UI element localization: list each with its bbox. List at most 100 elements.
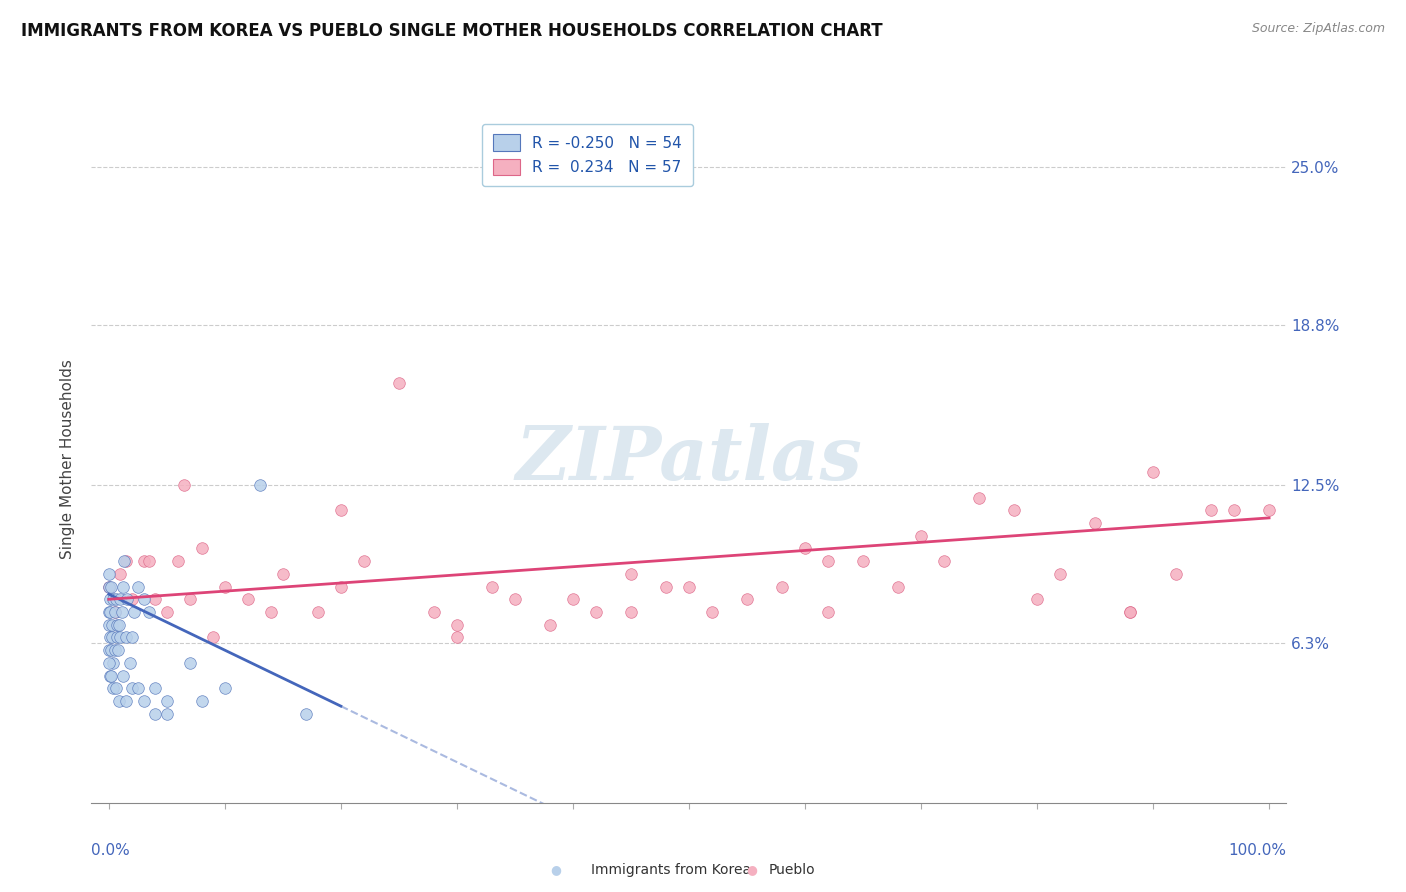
Point bbox=[307, 605, 329, 619]
Point bbox=[124, 605, 146, 619]
Point bbox=[1084, 516, 1107, 530]
Point bbox=[97, 580, 120, 594]
Point bbox=[702, 605, 724, 619]
Point bbox=[111, 668, 134, 682]
Point bbox=[446, 617, 468, 632]
Point bbox=[103, 681, 125, 696]
Y-axis label: Single Mother Households: Single Mother Households bbox=[60, 359, 76, 559]
Point bbox=[110, 566, 132, 581]
Point bbox=[100, 643, 122, 657]
Point bbox=[156, 694, 179, 708]
Point bbox=[104, 605, 127, 619]
Point bbox=[111, 580, 134, 594]
Point bbox=[329, 580, 352, 594]
Point bbox=[179, 656, 201, 670]
Point bbox=[1119, 605, 1142, 619]
Point bbox=[271, 566, 294, 581]
Point bbox=[156, 605, 179, 619]
Point bbox=[202, 631, 225, 645]
Point bbox=[132, 554, 155, 568]
Point bbox=[101, 617, 124, 632]
Point bbox=[295, 706, 318, 721]
Point bbox=[735, 592, 758, 607]
Point bbox=[260, 605, 283, 619]
Point bbox=[852, 554, 875, 568]
Point bbox=[115, 631, 138, 645]
Point bbox=[104, 643, 127, 657]
Point bbox=[138, 605, 160, 619]
Point bbox=[98, 592, 121, 607]
Point bbox=[167, 554, 190, 568]
Point bbox=[132, 694, 155, 708]
Point bbox=[97, 656, 120, 670]
Point bbox=[1049, 566, 1071, 581]
Point bbox=[249, 478, 271, 492]
Point bbox=[770, 580, 793, 594]
Text: ZIPatlas: ZIPatlas bbox=[516, 423, 862, 496]
Point bbox=[1223, 503, 1246, 517]
Point bbox=[108, 694, 131, 708]
Text: IMMIGRANTS FROM KOREA VS PUEBLO SINGLE MOTHER HOUSEHOLDS CORRELATION CHART: IMMIGRANTS FROM KOREA VS PUEBLO SINGLE M… bbox=[21, 22, 883, 40]
Point bbox=[143, 592, 166, 607]
Point bbox=[110, 631, 132, 645]
Point bbox=[1142, 465, 1164, 479]
Legend: R = -0.250   N = 54, R =  0.234   N = 57: R = -0.250 N = 54, R = 0.234 N = 57 bbox=[482, 124, 693, 186]
Point bbox=[110, 592, 132, 607]
Point bbox=[1258, 503, 1281, 517]
Point bbox=[179, 592, 201, 607]
Point bbox=[107, 643, 129, 657]
Point bbox=[934, 554, 956, 568]
Point bbox=[121, 681, 143, 696]
Point bbox=[446, 631, 468, 645]
Point bbox=[388, 376, 411, 390]
Point bbox=[1002, 503, 1025, 517]
Point bbox=[538, 617, 561, 632]
Point bbox=[678, 580, 700, 594]
Point bbox=[103, 592, 125, 607]
Point bbox=[100, 580, 122, 594]
Point bbox=[481, 580, 503, 594]
Point bbox=[104, 681, 127, 696]
Point bbox=[117, 592, 139, 607]
Point bbox=[329, 503, 352, 517]
Point bbox=[132, 592, 155, 607]
Point bbox=[190, 694, 212, 708]
Point bbox=[98, 668, 121, 682]
Point bbox=[98, 631, 121, 645]
Point bbox=[97, 566, 120, 581]
Point bbox=[967, 491, 990, 505]
Point bbox=[108, 617, 131, 632]
Point bbox=[620, 566, 643, 581]
Point bbox=[143, 681, 166, 696]
Point bbox=[97, 643, 120, 657]
Text: ●: ● bbox=[550, 863, 561, 876]
Point bbox=[143, 706, 166, 721]
Point bbox=[118, 656, 141, 670]
Point bbox=[104, 605, 127, 619]
Text: 0.0%: 0.0% bbox=[91, 843, 131, 858]
Point bbox=[236, 592, 259, 607]
Point bbox=[654, 580, 676, 594]
Point bbox=[353, 554, 375, 568]
Point bbox=[1199, 503, 1222, 517]
Point bbox=[97, 605, 120, 619]
Point bbox=[1119, 605, 1142, 619]
Point bbox=[121, 631, 143, 645]
Point bbox=[115, 694, 138, 708]
Point bbox=[138, 554, 160, 568]
Point bbox=[97, 617, 120, 632]
Point bbox=[817, 554, 839, 568]
Point bbox=[127, 681, 149, 696]
Point bbox=[817, 605, 839, 619]
Point bbox=[887, 580, 910, 594]
Point bbox=[112, 554, 135, 568]
Point bbox=[1026, 592, 1049, 607]
Point bbox=[115, 554, 138, 568]
Point bbox=[620, 605, 643, 619]
Point bbox=[104, 592, 127, 607]
Text: 100.0%: 100.0% bbox=[1229, 843, 1286, 858]
Point bbox=[103, 656, 125, 670]
Point bbox=[214, 580, 236, 594]
Point bbox=[100, 668, 122, 682]
Point bbox=[127, 580, 149, 594]
